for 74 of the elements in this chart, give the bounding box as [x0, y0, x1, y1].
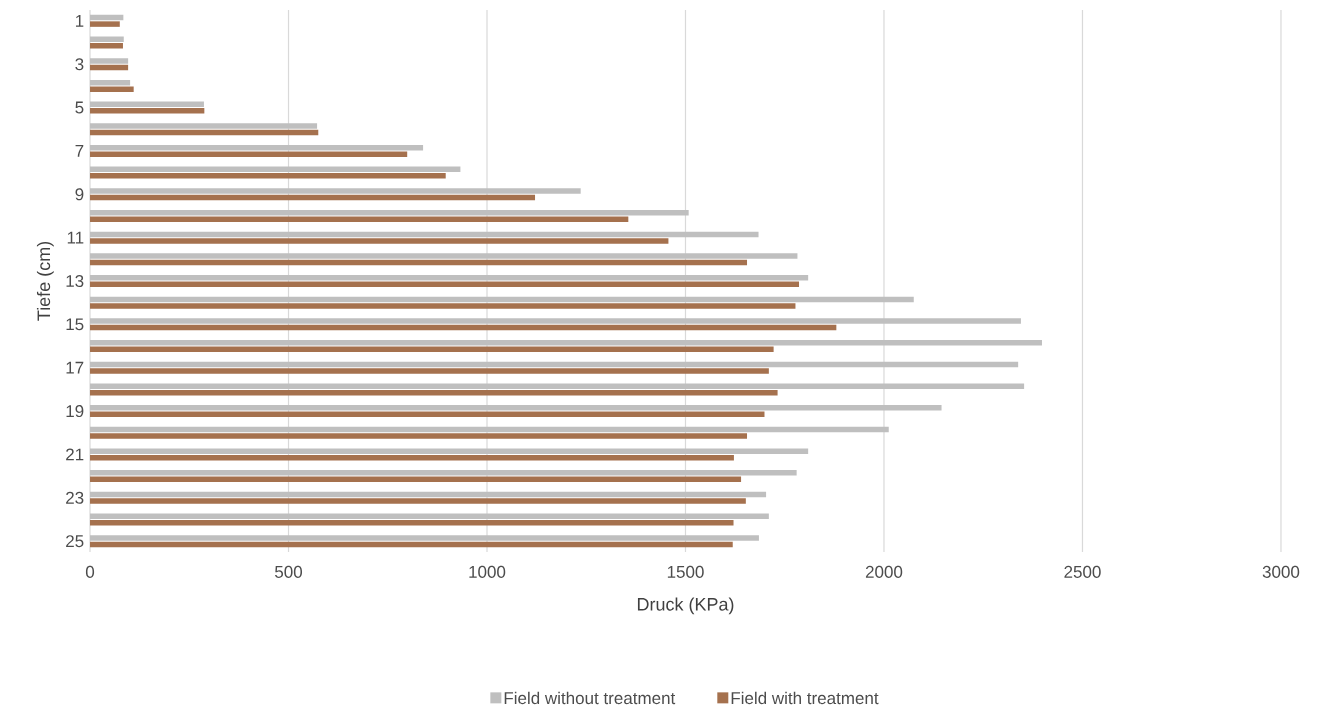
bar	[90, 405, 942, 411]
y-tick-label: 15	[66, 318, 84, 331]
bar	[90, 259, 748, 266]
y-tick-label: 13	[66, 274, 84, 288]
bar	[90, 513, 769, 519]
bar	[90, 216, 629, 222]
bar	[90, 79, 131, 86]
y-tick-label: 3	[75, 58, 84, 71]
y-axis-title: Tiefe (cm)	[36, 241, 54, 321]
bar	[90, 188, 581, 194]
bar	[90, 448, 809, 454]
bar	[90, 318, 1021, 324]
x-tick-label: 500	[275, 565, 303, 578]
bar	[90, 296, 914, 303]
bar	[90, 166, 461, 173]
bar	[90, 340, 1042, 346]
y-tick-label: 19	[66, 405, 84, 418]
bar	[90, 108, 205, 114]
x-tick-label: 3000	[1262, 565, 1300, 578]
bar	[90, 43, 123, 49]
bar	[90, 231, 759, 238]
bar	[90, 476, 742, 483]
x-tick-label: 2500	[1064, 565, 1101, 578]
bar	[90, 498, 746, 504]
bar	[90, 129, 319, 136]
bar	[90, 389, 778, 396]
x-tick-label: 0	[85, 565, 95, 578]
bar	[90, 361, 1019, 368]
x-tick-label: 2000	[865, 565, 903, 578]
bar	[90, 535, 759, 541]
bar	[90, 151, 408, 157]
bar	[90, 519, 734, 526]
bar	[90, 346, 774, 353]
bar	[90, 36, 124, 43]
bar	[90, 454, 734, 461]
bar	[90, 324, 837, 331]
y-tick-label: 1	[75, 14, 84, 27]
bar	[90, 491, 767, 498]
bar	[90, 368, 769, 374]
bar	[90, 64, 129, 71]
y-tick-label: 21	[66, 448, 84, 461]
bar	[90, 21, 120, 27]
bar	[90, 173, 446, 179]
bar	[90, 303, 796, 309]
bar	[90, 101, 204, 108]
y-tick-label: 23	[66, 491, 84, 504]
legend-label: Field without treatment	[504, 691, 676, 705]
bar	[90, 86, 134, 92]
x-tick-label: 1500	[667, 565, 704, 578]
bar	[90, 144, 424, 151]
y-tick-label: 9	[75, 188, 84, 201]
x-tick-label: 1000	[469, 565, 506, 578]
bar	[90, 281, 800, 287]
bar	[90, 274, 809, 281]
bar	[90, 470, 797, 476]
bar	[90, 194, 536, 201]
bar	[90, 433, 748, 439]
bar	[90, 411, 765, 418]
y-tick-label: 7	[75, 145, 84, 157]
bar	[90, 123, 318, 129]
y-tick-label: 5	[75, 101, 84, 114]
y-tick-label: 17	[66, 361, 84, 374]
bar	[90, 14, 124, 21]
bar	[90, 58, 129, 64]
bar	[90, 426, 889, 433]
y-tick-label: 25	[66, 535, 84, 548]
bar	[90, 383, 1025, 389]
bar	[90, 253, 798, 259]
bar	[90, 238, 669, 244]
legend-label: Field with treatment	[731, 691, 879, 705]
x-axis-title: Druck (KPa)	[637, 597, 734, 615]
bar	[90, 541, 733, 548]
y-tick-label: 11	[67, 231, 84, 244]
bar	[90, 209, 689, 216]
